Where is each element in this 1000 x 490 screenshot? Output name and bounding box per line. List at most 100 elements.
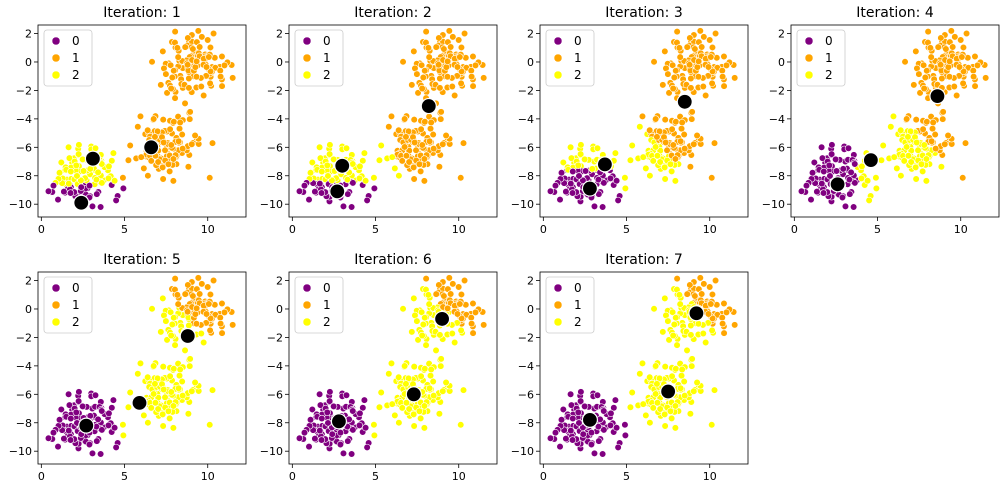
data-point xyxy=(661,422,669,430)
data-point xyxy=(73,172,81,180)
data-point xyxy=(401,362,409,370)
data-point xyxy=(468,320,476,328)
data-point xyxy=(673,28,681,36)
data-point xyxy=(64,390,73,398)
data-point xyxy=(415,407,424,415)
data-point xyxy=(168,73,176,82)
data-point xyxy=(124,156,133,164)
data-point xyxy=(720,82,728,90)
data-point xyxy=(420,155,429,163)
data-point xyxy=(677,137,685,145)
data-point xyxy=(167,61,175,69)
data-point xyxy=(362,177,370,185)
data-point xyxy=(444,304,452,312)
data-point xyxy=(186,115,194,123)
data-point xyxy=(311,188,319,196)
data-point xyxy=(669,61,677,69)
data-point xyxy=(694,320,703,328)
centroid-marker xyxy=(179,327,196,345)
plot-area xyxy=(546,27,739,211)
data-point xyxy=(184,281,192,289)
data-point xyxy=(469,52,477,61)
data-point xyxy=(566,143,575,151)
data-point xyxy=(669,308,677,316)
data-point xyxy=(959,43,968,52)
data-point xyxy=(363,196,371,205)
data-point xyxy=(440,292,448,300)
y-tick-label: 2 xyxy=(276,28,283,41)
data-point xyxy=(639,400,647,408)
data-point xyxy=(469,299,477,308)
plot-area xyxy=(44,27,237,211)
data-point xyxy=(920,84,928,93)
data-point xyxy=(677,384,685,392)
plot-area xyxy=(797,27,990,211)
data-point xyxy=(311,435,319,443)
data-point xyxy=(110,177,119,185)
y-tick-label: −2 xyxy=(518,331,534,344)
data-point xyxy=(170,118,178,126)
data-point xyxy=(907,158,915,166)
data-point xyxy=(916,89,924,97)
data-point xyxy=(440,45,448,53)
data-point xyxy=(108,404,116,412)
data-point xyxy=(295,187,304,195)
data-point xyxy=(410,175,418,183)
data-point xyxy=(193,57,201,65)
data-point xyxy=(159,363,167,371)
y-tick-label: −6 xyxy=(518,388,534,401)
data-point xyxy=(426,372,435,380)
data-point xyxy=(944,131,952,140)
data-point xyxy=(178,377,186,386)
data-point xyxy=(449,280,457,288)
data-point xyxy=(588,165,596,173)
data-point xyxy=(557,169,566,177)
data-point xyxy=(160,138,168,147)
data-point xyxy=(606,421,615,430)
data-point xyxy=(947,27,955,35)
data-point xyxy=(847,168,855,176)
data-point xyxy=(202,310,211,318)
data-point xyxy=(413,70,421,78)
centroid-marker xyxy=(420,97,437,115)
data-point xyxy=(600,407,608,415)
data-point xyxy=(456,300,464,308)
data-point xyxy=(218,82,226,90)
data-point xyxy=(676,300,684,308)
data-point xyxy=(184,61,192,69)
data-point xyxy=(439,140,447,148)
data-point xyxy=(927,53,935,61)
centroid-marker xyxy=(862,152,879,169)
data-point xyxy=(402,152,411,160)
data-point xyxy=(457,174,465,182)
data-point xyxy=(147,404,155,412)
data-point xyxy=(385,370,393,378)
data-point xyxy=(134,370,142,378)
data-point xyxy=(356,162,364,170)
legend-marker xyxy=(302,317,312,327)
data-point xyxy=(391,411,399,420)
data-point xyxy=(719,320,727,328)
y-tick-label: 0 xyxy=(25,303,32,316)
data-point xyxy=(683,290,691,298)
chart-panel: Iteration: 3 0 5 10 2 0 −2 −4 −6 −8 −10 0 1 2 xyxy=(511,5,749,236)
data-point xyxy=(451,91,459,100)
data-point xyxy=(356,409,364,417)
data-point xyxy=(75,388,83,396)
legend-label: 2 xyxy=(72,315,80,329)
data-point xyxy=(699,82,707,91)
data-point xyxy=(621,174,629,182)
legend-label: 1 xyxy=(323,51,331,65)
data-point xyxy=(546,434,555,442)
data-point xyxy=(442,378,450,387)
data-point xyxy=(825,161,833,169)
data-point xyxy=(447,290,455,298)
legend-label: 2 xyxy=(574,68,582,82)
data-point xyxy=(698,290,706,298)
data-point xyxy=(85,182,94,190)
data-point xyxy=(710,139,719,147)
data-point xyxy=(688,115,696,123)
data-point xyxy=(704,63,713,71)
data-point xyxy=(159,422,167,430)
data-point xyxy=(410,410,418,418)
